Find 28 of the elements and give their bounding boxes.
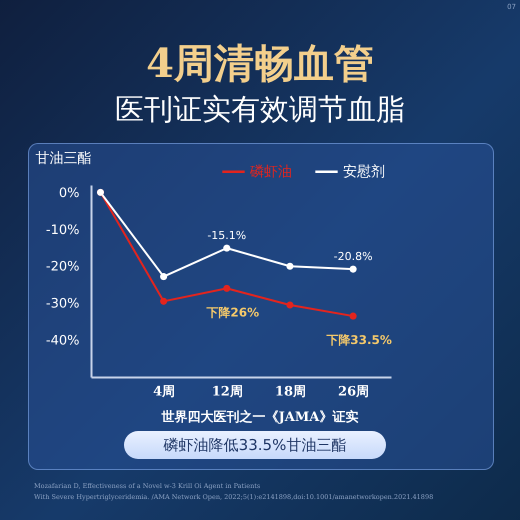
y-axis-title: 甘油三酯 (36, 150, 92, 166)
legend-label: 磷虾油 (249, 164, 292, 180)
x-tick-label: 26周 (338, 384, 370, 400)
data-label: -20.8% (334, 250, 373, 264)
y-tick-label: 0% (58, 186, 80, 201)
chart-title: 4周清畅血管 (145, 39, 375, 89)
text: 磷虾油降低33.5%甘油三酯 (124, 431, 386, 459)
y-tick-label: -30% (46, 296, 80, 312)
y-tick-label: -40% (46, 334, 80, 349)
legend-label: 安慰剂 (343, 164, 385, 180)
point (350, 312, 357, 320)
point (223, 284, 230, 292)
point (160, 298, 168, 305)
y-tick-label: -20% (46, 260, 80, 275)
point (286, 262, 294, 270)
x-tick-label: 12周 (212, 384, 243, 400)
y-tick-label: -10% (46, 222, 80, 238)
point (160, 273, 168, 280)
annotation: 下降33.5% (325, 333, 392, 348)
x-tick-label: 4周 (153, 384, 176, 400)
text: 世界四大医刊之一《JAMA》证实 (160, 408, 360, 426)
point (350, 266, 357, 273)
data-label: -15.1% (207, 229, 246, 242)
point (223, 244, 230, 252)
annotation: 下降26% (205, 305, 260, 320)
chart-subtitle: 医刊证实有效调节血脂 (114, 91, 406, 128)
x-tick-label: 18周 (274, 384, 306, 400)
point (286, 301, 294, 309)
